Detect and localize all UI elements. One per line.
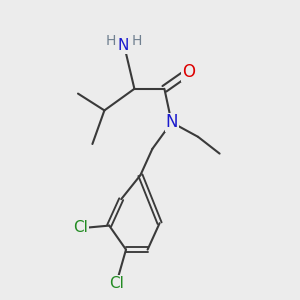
- Text: Cl: Cl: [109, 276, 124, 291]
- Text: H: H: [105, 34, 116, 48]
- Text: N: N: [118, 38, 129, 53]
- Text: H: H: [132, 34, 142, 48]
- Text: Cl: Cl: [73, 220, 88, 236]
- Text: O: O: [182, 63, 195, 81]
- Text: N: N: [165, 113, 178, 131]
